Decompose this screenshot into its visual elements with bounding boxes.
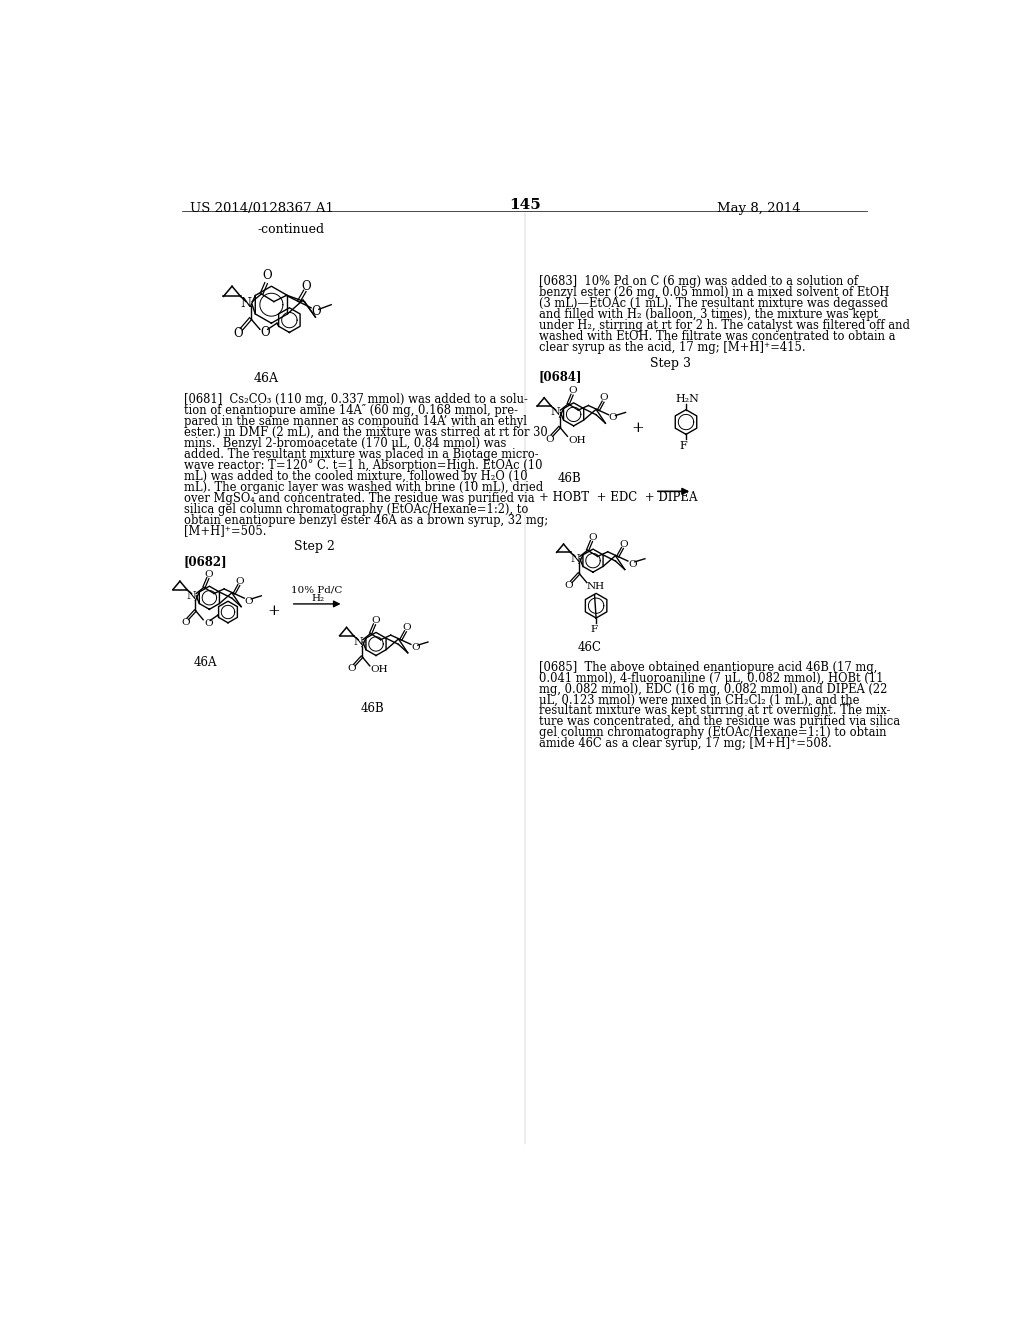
Text: amide 46C as a clear syrup, 17 mg; [M+H]⁺=508.: amide 46C as a clear syrup, 17 mg; [M+H]… [539,738,831,750]
Text: and filled with H₂ (balloon, 3 times), the mixture was kept: and filled with H₂ (balloon, 3 times), t… [539,309,878,321]
Text: O: O [205,570,213,578]
Text: N: N [353,638,364,647]
Text: Step 2: Step 2 [294,540,335,553]
Text: N: N [241,297,252,310]
Text: resultant mixture was kept stirring at rt overnight. The mix-: resultant mixture was kept stirring at r… [539,705,890,718]
Text: [0684]: [0684] [539,371,583,383]
Text: -continued: -continued [257,223,325,236]
Text: O: O [608,413,617,422]
Text: O: O [348,664,356,673]
Text: tion of enantiopure amine 14A″ (60 mg, 0.168 mmol, pre-: tion of enantiopure amine 14A″ (60 mg, 0… [183,404,518,417]
Text: clear syrup as the acid, 17 mg; [M+H]⁺=415.: clear syrup as the acid, 17 mg; [M+H]⁺=4… [539,341,805,354]
Text: Step 3: Step 3 [650,356,691,370]
Text: O: O [302,280,311,293]
Text: obtain enantiopure benzyl ester 46A as a brown syrup, 32 mg;: obtain enantiopure benzyl ester 46A as a… [183,513,548,527]
Text: ester.) in DMF (2 mL), and the mixture was stirred at rt for 30: ester.) in DMF (2 mL), and the mixture w… [183,426,548,440]
Text: US 2014/0128367 A1: US 2014/0128367 A1 [190,202,334,215]
Text: O: O [245,597,253,606]
Text: O: O [181,618,189,627]
Text: 46C: 46C [578,642,601,655]
Text: +: + [267,605,281,618]
Text: O: O [411,643,420,652]
Text: 46A: 46A [254,372,279,385]
Text: + HOBT  + EDC  + DIPEA: + HOBT + EDC + DIPEA [539,491,697,504]
Text: pared in the same manner as compound 14A’ with an ethyl: pared in the same manner as compound 14A… [183,414,526,428]
Text: O: O [564,581,573,590]
Text: O: O [263,269,272,282]
Text: 46B: 46B [558,473,582,484]
Text: over MgSO₄ and concentrated. The residue was purified via: over MgSO₄ and concentrated. The residue… [183,491,535,504]
Text: mL). The organic layer was washed with brine (10 mL), dried: mL). The organic layer was washed with b… [183,480,543,494]
Text: O: O [233,327,243,341]
Text: OH: OH [371,665,388,675]
Text: H₂: H₂ [311,594,325,603]
Text: [0683]  10% Pd on C (6 mg) was added to a solution of: [0683] 10% Pd on C (6 mg) was added to a… [539,276,858,289]
Text: O: O [618,540,628,549]
Text: [M+H]⁺=505.: [M+H]⁺=505. [183,524,266,537]
Text: wave reactor: T=120° C. t=1 h, Absorption=High. EtOAc (10: wave reactor: T=120° C. t=1 h, Absorptio… [183,459,543,471]
Text: O: O [204,619,213,628]
Text: O: O [371,616,380,624]
Text: O: O [236,577,244,586]
Text: F: F [590,624,597,634]
Text: N: N [186,591,197,601]
Text: 46A: 46A [194,656,217,668]
Text: N: N [570,553,580,564]
Text: H₂N: H₂N [675,395,699,404]
Text: F: F [680,441,687,450]
Text: benzyl ester (26 mg, 0.05 mmol) in a mixed solvent of EtOH: benzyl ester (26 mg, 0.05 mmol) in a mix… [539,286,889,300]
Text: O: O [628,560,637,569]
Text: gel column chromatography (EtOAc/Hexane=1:1) to obtain: gel column chromatography (EtOAc/Hexane=… [539,726,886,739]
Text: added. The resultant mixture was placed in a Biotage micro-: added. The resultant mixture was placed … [183,447,539,461]
Text: NH: NH [586,582,604,591]
Text: 0.041 mmol), 4-fluoroaniline (7 μL, 0.082 mmol), HOBt (11: 0.041 mmol), 4-fluoroaniline (7 μL, 0.08… [539,672,884,685]
Text: O: O [568,387,578,396]
Text: N: N [551,408,561,417]
Text: [0681]  Cs₂CO₃ (110 mg, 0.337 mmol) was added to a solu-: [0681] Cs₂CO₃ (110 mg, 0.337 mmol) was a… [183,393,527,407]
Text: [0685]  The above obtained enantiopure acid 46B (17 mg,: [0685] The above obtained enantiopure ac… [539,661,878,673]
Text: 10% Pd/C: 10% Pd/C [291,586,342,594]
Text: silica gel column chromatography (EtOAc/Hexane=1:2), to: silica gel column chromatography (EtOAc/… [183,503,528,516]
Text: O: O [261,326,270,339]
Text: OH: OH [568,436,586,445]
Text: 46B: 46B [360,702,384,714]
Text: O: O [312,305,322,318]
Text: [0682]: [0682] [183,556,227,569]
Text: μL, 0.123 mmol) were mixed in CH₂Cl₂ (1 mL), and the: μL, 0.123 mmol) were mixed in CH₂Cl₂ (1 … [539,693,859,706]
Text: mL) was added to the cooled mixture, followed by H₂O (10: mL) was added to the cooled mixture, fol… [183,470,527,483]
Text: O: O [588,533,597,541]
Text: +: + [632,421,644,434]
Text: May 8, 2014: May 8, 2014 [717,202,801,215]
Text: washed with EtOH. The filtrate was concentrated to obtain a: washed with EtOH. The filtrate was conce… [539,330,895,343]
Text: O: O [401,623,411,632]
Text: O: O [599,393,608,403]
Text: (3 mL)—EtOAc (1 mL). The resultant mixture was degassed: (3 mL)—EtOAc (1 mL). The resultant mixtu… [539,297,888,310]
Text: mg, 0.082 mmol), EDC (16 mg, 0.082 mmol) and DIPEA (22: mg, 0.082 mmol), EDC (16 mg, 0.082 mmol)… [539,682,887,696]
Text: ture was concentrated, and the residue was purified via silica: ture was concentrated, and the residue w… [539,715,900,729]
Text: mins.  Benzyl 2-bromoacetate (170 μL, 0.84 mmol) was: mins. Benzyl 2-bromoacetate (170 μL, 0.8… [183,437,506,450]
Text: O: O [546,434,554,444]
Text: under H₂, stirring at rt for 2 h. The catalyst was filtered off and: under H₂, stirring at rt for 2 h. The ca… [539,319,909,333]
Text: 145: 145 [509,198,541,213]
